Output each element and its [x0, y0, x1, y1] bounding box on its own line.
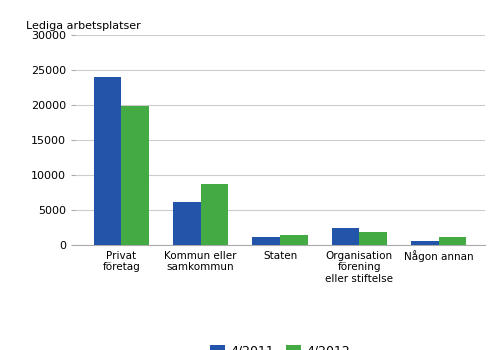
Legend: 4/2011, 4/2012: 4/2011, 4/2012: [205, 340, 355, 350]
Bar: [438, 237, 466, 245]
Bar: [122, 106, 149, 245]
Bar: [411, 241, 438, 245]
Bar: [173, 202, 201, 245]
Bar: [360, 232, 387, 245]
Bar: [332, 228, 359, 245]
Bar: [252, 237, 280, 245]
Text: Lediga arbetsplatser: Lediga arbetsplatser: [26, 21, 140, 31]
Bar: [280, 235, 308, 245]
Bar: [200, 184, 228, 245]
Bar: [94, 77, 122, 245]
